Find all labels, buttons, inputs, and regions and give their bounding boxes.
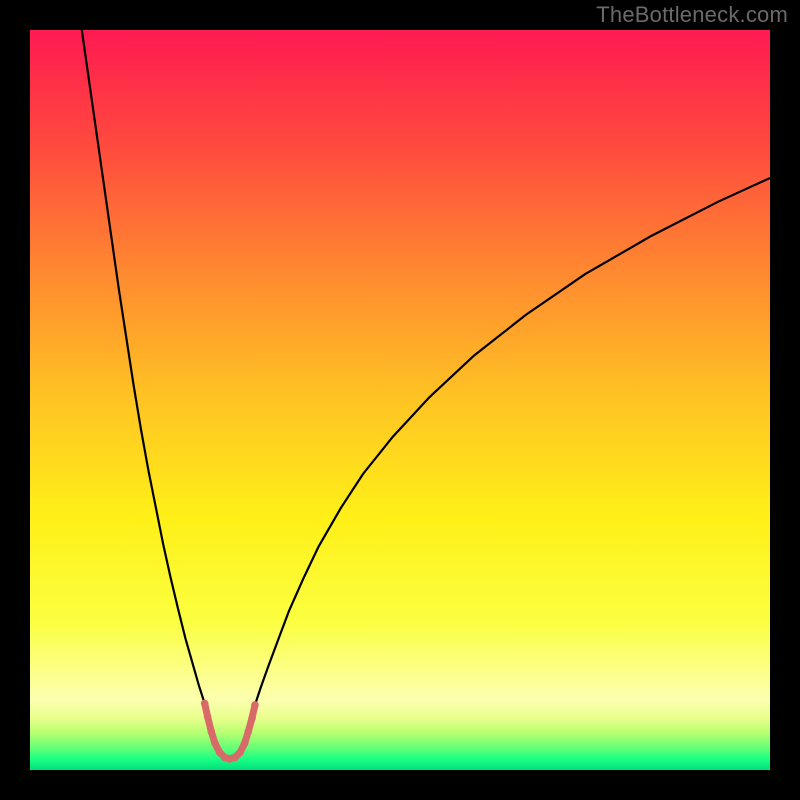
optimum-dot [241,740,249,748]
optimum-dot [204,713,212,721]
optimum-dot [201,700,209,708]
bottleneck-chart [30,30,770,770]
optimum-dot [251,701,259,709]
optimum-dot [245,728,253,736]
plot-background [30,30,770,770]
optimum-dot [236,748,244,756]
optimum-dot [211,740,219,748]
watermark-text: TheBottleneck.com [596,2,788,28]
optimum-dot [208,728,216,736]
optimum-dot [248,714,256,722]
